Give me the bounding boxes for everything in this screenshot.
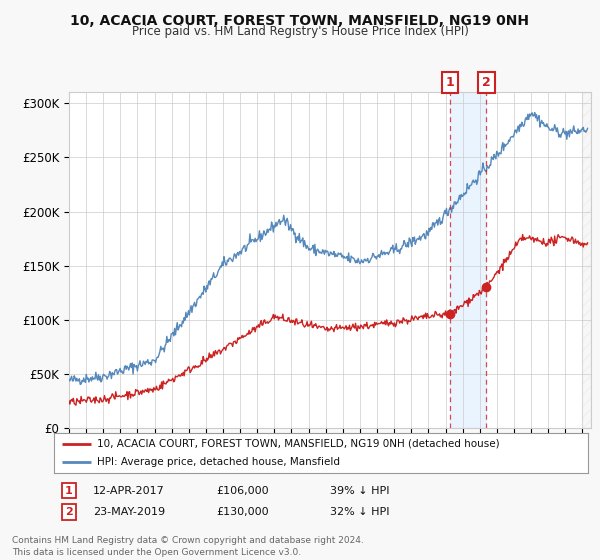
Text: 1: 1 <box>65 486 73 496</box>
Text: 2: 2 <box>65 507 73 517</box>
Bar <box>583 92 591 428</box>
Text: 23-MAY-2019: 23-MAY-2019 <box>93 507 165 517</box>
Text: 39% ↓ HPI: 39% ↓ HPI <box>330 486 389 496</box>
Text: HPI: Average price, detached house, Mansfield: HPI: Average price, detached house, Mans… <box>97 458 340 467</box>
Text: Contains HM Land Registry data © Crown copyright and database right 2024.
This d: Contains HM Land Registry data © Crown c… <box>12 536 364 557</box>
Text: 32% ↓ HPI: 32% ↓ HPI <box>330 507 389 517</box>
Text: 10, ACACIA COURT, FOREST TOWN, MANSFIELD, NG19 0NH (detached house): 10, ACACIA COURT, FOREST TOWN, MANSFIELD… <box>97 439 499 449</box>
Bar <box>451 92 487 428</box>
Text: £106,000: £106,000 <box>216 486 269 496</box>
Text: 10, ACACIA COURT, FOREST TOWN, MANSFIELD, NG19 0NH: 10, ACACIA COURT, FOREST TOWN, MANSFIELD… <box>71 14 530 28</box>
Text: £130,000: £130,000 <box>216 507 269 517</box>
Text: 1: 1 <box>446 76 455 89</box>
Text: 12-APR-2017: 12-APR-2017 <box>93 486 165 496</box>
Text: Price paid vs. HM Land Registry's House Price Index (HPI): Price paid vs. HM Land Registry's House … <box>131 25 469 38</box>
Text: 2: 2 <box>482 76 491 89</box>
